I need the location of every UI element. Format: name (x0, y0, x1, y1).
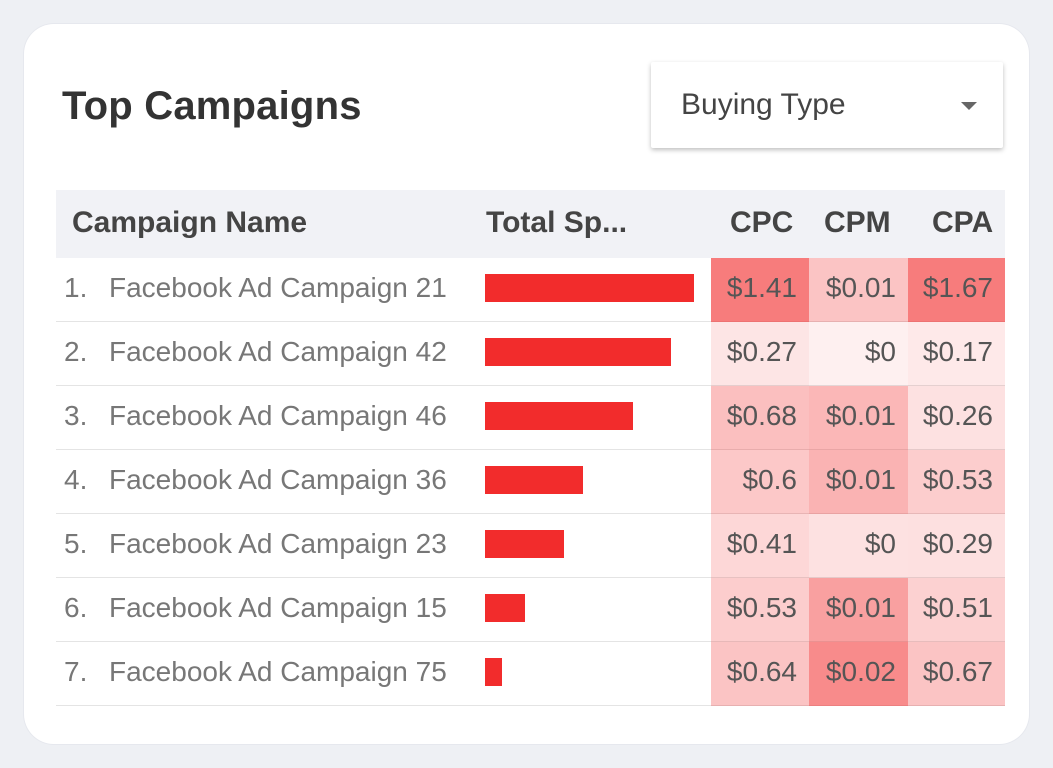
cpa-cell: $0.67 (908, 642, 1005, 706)
row-index: 1. (64, 272, 88, 303)
cpa-cell: $0.17 (908, 322, 1005, 386)
cpc-value: $0.53 (726, 592, 797, 623)
cpc-cell: $0.27 (711, 322, 809, 386)
card-title: Top Campaigns (62, 84, 362, 128)
table-row[interactable]: 2. Facebook Ad Campaign 42 $0.27 $0 $0.17 (56, 322, 1005, 386)
cpm-cell: $0 (809, 514, 908, 578)
table-row[interactable]: 7. Facebook Ad Campaign 75 $0.64 $0.02 $0.67 (56, 642, 1005, 706)
cpc-cell: $1.41 (711, 258, 809, 322)
cpm-cell: $0.01 (809, 258, 908, 322)
cpm-cell: $0 (809, 322, 908, 386)
cpa-cell: $0.51 (908, 578, 1005, 642)
cpm-value: $0.01 (825, 592, 896, 623)
row-index: 2. (64, 336, 88, 367)
table-row[interactable]: 4. Facebook Ad Campaign 36 $0.6 $0.01 $0.53 (56, 450, 1005, 514)
total-spend-bar (485, 402, 633, 430)
top-campaigns-card: Top Campaigns Buying Type Campaign Name … (24, 24, 1029, 744)
total-spend-bar (485, 530, 564, 558)
cpm-cell: $0.01 (809, 386, 908, 450)
campaign-name: Facebook Ad Campaign 46 (109, 400, 447, 431)
table-header: Campaign Name Total Sp... CPC CPM CPA (56, 190, 1005, 258)
campaign-name: Facebook Ad Campaign 21 (109, 272, 447, 303)
total-spend-bar (485, 338, 671, 366)
chevron-down-icon[interactable] (961, 102, 977, 110)
table-body: 1. Facebook Ad Campaign 21 $1.41 $0.01 $1.67… (56, 258, 1005, 706)
col-header-total-spend[interactable]: Total Sp... (486, 206, 628, 239)
cpa-value: $0.67 (922, 656, 993, 687)
campaign-name: Facebook Ad Campaign 36 (109, 464, 447, 495)
cpc-value: $1.41 (726, 272, 797, 303)
cpm-value: $0.01 (825, 464, 896, 495)
cpc-cell: $0.6 (711, 450, 809, 514)
cpc-value: $0.68 (726, 400, 797, 431)
col-header-cpc[interactable]: CPC (730, 206, 794, 239)
campaign-name: Facebook Ad Campaign 75 (109, 656, 447, 687)
cpa-value: $0.17 (922, 336, 993, 367)
col-header-cpa[interactable]: CPA (932, 206, 994, 239)
cpa-cell: $0.29 (908, 514, 1005, 578)
table-row[interactable]: 1. Facebook Ad Campaign 21 $1.41 $0.01 $1.67 (56, 258, 1005, 322)
total-spend-bar (485, 658, 502, 686)
cpc-value: $0.41 (726, 528, 797, 559)
cpc-value: $0.27 (726, 336, 797, 367)
total-spend-bar (485, 466, 583, 494)
row-index: 4. (64, 464, 88, 495)
cpa-cell: $0.26 (908, 386, 1005, 450)
cpc-cell: $0.64 (711, 642, 809, 706)
cpm-value: $0.01 (825, 272, 896, 303)
row-index: 3. (64, 400, 88, 431)
row-index: 6. (64, 592, 88, 623)
cpm-cell: $0.01 (809, 450, 908, 514)
cpm-cell: $0.01 (809, 578, 908, 642)
dropdown-label: Buying Type (681, 88, 846, 121)
cpa-cell: $0.53 (908, 450, 1005, 514)
table-row[interactable]: 5. Facebook Ad Campaign 23 $0.41 $0 $0.29 (56, 514, 1005, 578)
cpc-cell: $0.41 (711, 514, 809, 578)
cpm-value: $0.02 (825, 656, 896, 687)
campaigns-table: Campaign Name Total Sp... CPC CPM CPA 1.… (56, 190, 1005, 706)
cpa-value: $0.29 (922, 528, 993, 559)
col-header-campaign-name[interactable]: Campaign Name (72, 206, 308, 239)
buying-type-dropdown[interactable]: Buying Type (651, 62, 1003, 148)
cpc-value: $0.64 (726, 656, 797, 687)
total-spend-bar (485, 594, 525, 622)
cpa-value: $1.67 (922, 272, 993, 303)
cpa-cell: $1.67 (908, 258, 1005, 322)
cpm-value: $0 (864, 528, 896, 559)
cpc-cell: $0.53 (711, 578, 809, 642)
campaign-name: Facebook Ad Campaign 23 (109, 528, 447, 559)
cpa-value: $0.51 (922, 592, 993, 623)
row-index: 5. (64, 528, 88, 559)
campaign-name: Facebook Ad Campaign 42 (109, 336, 447, 367)
cpa-value: $0.53 (922, 464, 993, 495)
cpm-cell: $0.02 (809, 642, 908, 706)
table-row[interactable]: 3. Facebook Ad Campaign 46 $0.68 $0.01 $0.26 (56, 386, 1005, 450)
cpc-value: $0.6 (742, 464, 798, 495)
campaign-name: Facebook Ad Campaign 15 (109, 592, 447, 623)
cpm-value: $0 (864, 336, 896, 367)
cpm-value: $0.01 (825, 400, 896, 431)
row-index: 7. (64, 656, 88, 687)
table-row[interactable]: 6. Facebook Ad Campaign 15 $0.53 $0.01 $0.51 (56, 578, 1005, 642)
col-header-cpm[interactable]: CPM (824, 206, 891, 239)
cpa-value: $0.26 (922, 400, 993, 431)
total-spend-bar (485, 274, 694, 302)
cpc-cell: $0.68 (711, 386, 809, 450)
